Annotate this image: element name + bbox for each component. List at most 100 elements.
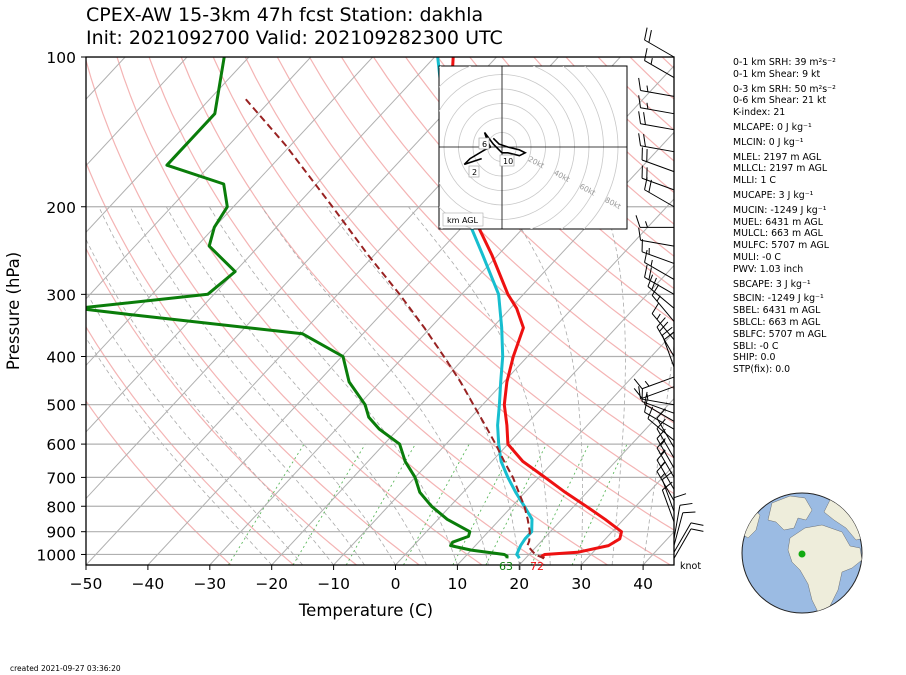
stat-line: MUEL: 6431 m AGL: [733, 216, 823, 228]
moist-adiabat: [98, 206, 365, 565]
barb-shaft: [647, 418, 675, 441]
barb-shaft: [656, 326, 675, 357]
dry-adiabat: [308, 57, 674, 424]
y-axis-label: Pressure (hPa): [4, 252, 23, 370]
isotherm: [86, 57, 374, 367]
wind-barb: [644, 264, 675, 295]
isotherm: [271, 131, 674, 565]
mixing-ratio-line: [530, 443, 590, 565]
moist-adiabat: [165, 206, 427, 565]
barb-shaft: [641, 401, 675, 414]
barb-shaft: [656, 471, 675, 502]
barb-shaft: [641, 251, 675, 264]
globe-locator: [741, 492, 863, 614]
barb-shaft: [641, 159, 675, 173]
wind-barb: [635, 215, 674, 228]
sounding-stats-panel: 0-1 km SRH: 39 m²s⁻² 0-1 km Shear: 9 kt 0-…: [733, 57, 836, 376]
barb-flag: [635, 215, 641, 228]
x-tick-label: −30: [193, 575, 226, 593]
x-tick-label: −40: [132, 575, 165, 593]
barb-half-flag: [656, 313, 661, 320]
barb-flag: [644, 48, 648, 61]
stat-line: 0-3 km SRH: 50 m²s⁻²: [733, 83, 836, 95]
wind-barb: [633, 386, 675, 399]
isotherm: [457, 331, 674, 565]
y-tick-label: 300: [46, 286, 76, 304]
barb-unit-label: knot: [680, 561, 701, 572]
barb-flag: [648, 267, 652, 280]
dewpoint-profile: [86, 57, 509, 559]
barb-half-flag: [645, 221, 648, 228]
moist-adiabat: [604, 206, 626, 565]
wind-barb: [673, 522, 704, 553]
x-tick-label: −50: [70, 575, 103, 593]
moist-adiabat: [208, 206, 458, 565]
wind-barb: [644, 399, 675, 430]
parcel-virtual-temp-profile: [436, 57, 534, 559]
barb-shaft: [641, 386, 675, 399]
hodograph-height-box: [468, 165, 480, 178]
barb-flag: [682, 511, 696, 514]
x-tick-label: 30: [571, 575, 591, 593]
dry-adiabat: [373, 57, 674, 356]
y-tick-label: 700: [46, 469, 76, 487]
wind-barb: [661, 481, 675, 523]
barb-shaft: [644, 39, 675, 58]
barb-shaft: [644, 276, 675, 295]
barb-shaft: [640, 123, 675, 131]
plot-area: [86, 57, 674, 565]
moist-adiabat: [86, 238, 334, 565]
hodograph-corner-box: [442, 212, 484, 227]
barb-shaft: [641, 376, 675, 390]
x-tick-label: −10: [317, 575, 350, 593]
barb-flag: [638, 133, 642, 146]
stat-line: 0-1 km Shear: 9 kt: [733, 68, 821, 80]
barb-shaft: [644, 262, 675, 280]
created-timestamp: created 2021-09-27 03:36:20: [10, 664, 121, 673]
wind-barb: [638, 227, 675, 247]
hodograph-height-box: [478, 137, 490, 150]
dry-adiabat: [244, 57, 674, 495]
stat-line: MULCL: 663 m AGL: [733, 228, 823, 240]
barb-flag: [644, 27, 648, 41]
barb-half-flag: [646, 393, 649, 401]
hodograph-trace: [463, 132, 527, 166]
barb-flag: [662, 471, 673, 481]
isotherm: [333, 198, 674, 565]
stat-line: MULI: -0 C: [733, 251, 781, 263]
barb-shaft: [644, 403, 675, 422]
dry-adiabat: [340, 57, 674, 390]
wind-barb: [673, 528, 704, 559]
stat-line: SBCIN: -1249 J kg⁻¹: [733, 293, 824, 305]
barb-flag: [638, 111, 642, 124]
barb-shaft: [661, 489, 675, 523]
y-tick-label: 500: [46, 397, 76, 415]
barb-flag: [651, 302, 660, 314]
wind-barb: [651, 302, 675, 340]
mixing-ratio-line: [292, 443, 366, 565]
y-tick-label: 800: [46, 498, 76, 516]
dry-adiabat: [116, 57, 546, 565]
parcel-path: [242, 95, 545, 560]
barb-flag: [663, 331, 675, 341]
wind-barb: [644, 48, 675, 79]
barb-shaft: [656, 428, 675, 459]
barb-flag: [633, 378, 643, 390]
dry-adiabat: [148, 57, 608, 565]
barb-shaft: [641, 177, 675, 191]
barb-flag: [690, 522, 704, 526]
stat-line: SBLI: -0 C: [733, 340, 779, 352]
moist-adiabat: [326, 206, 520, 565]
barb-flag: [644, 264, 648, 278]
y-tick-label: 600: [46, 436, 76, 454]
barb-flag: [644, 399, 648, 413]
dry-adiabat: [86, 325, 295, 565]
moist-adiabat: [506, 206, 583, 565]
barb-flag: [638, 95, 642, 108]
stat-line: K-index: 21: [733, 107, 786, 119]
moist-adiabat: [86, 290, 303, 565]
wind-barb: [673, 511, 696, 546]
barb-flag: [643, 134, 646, 147]
